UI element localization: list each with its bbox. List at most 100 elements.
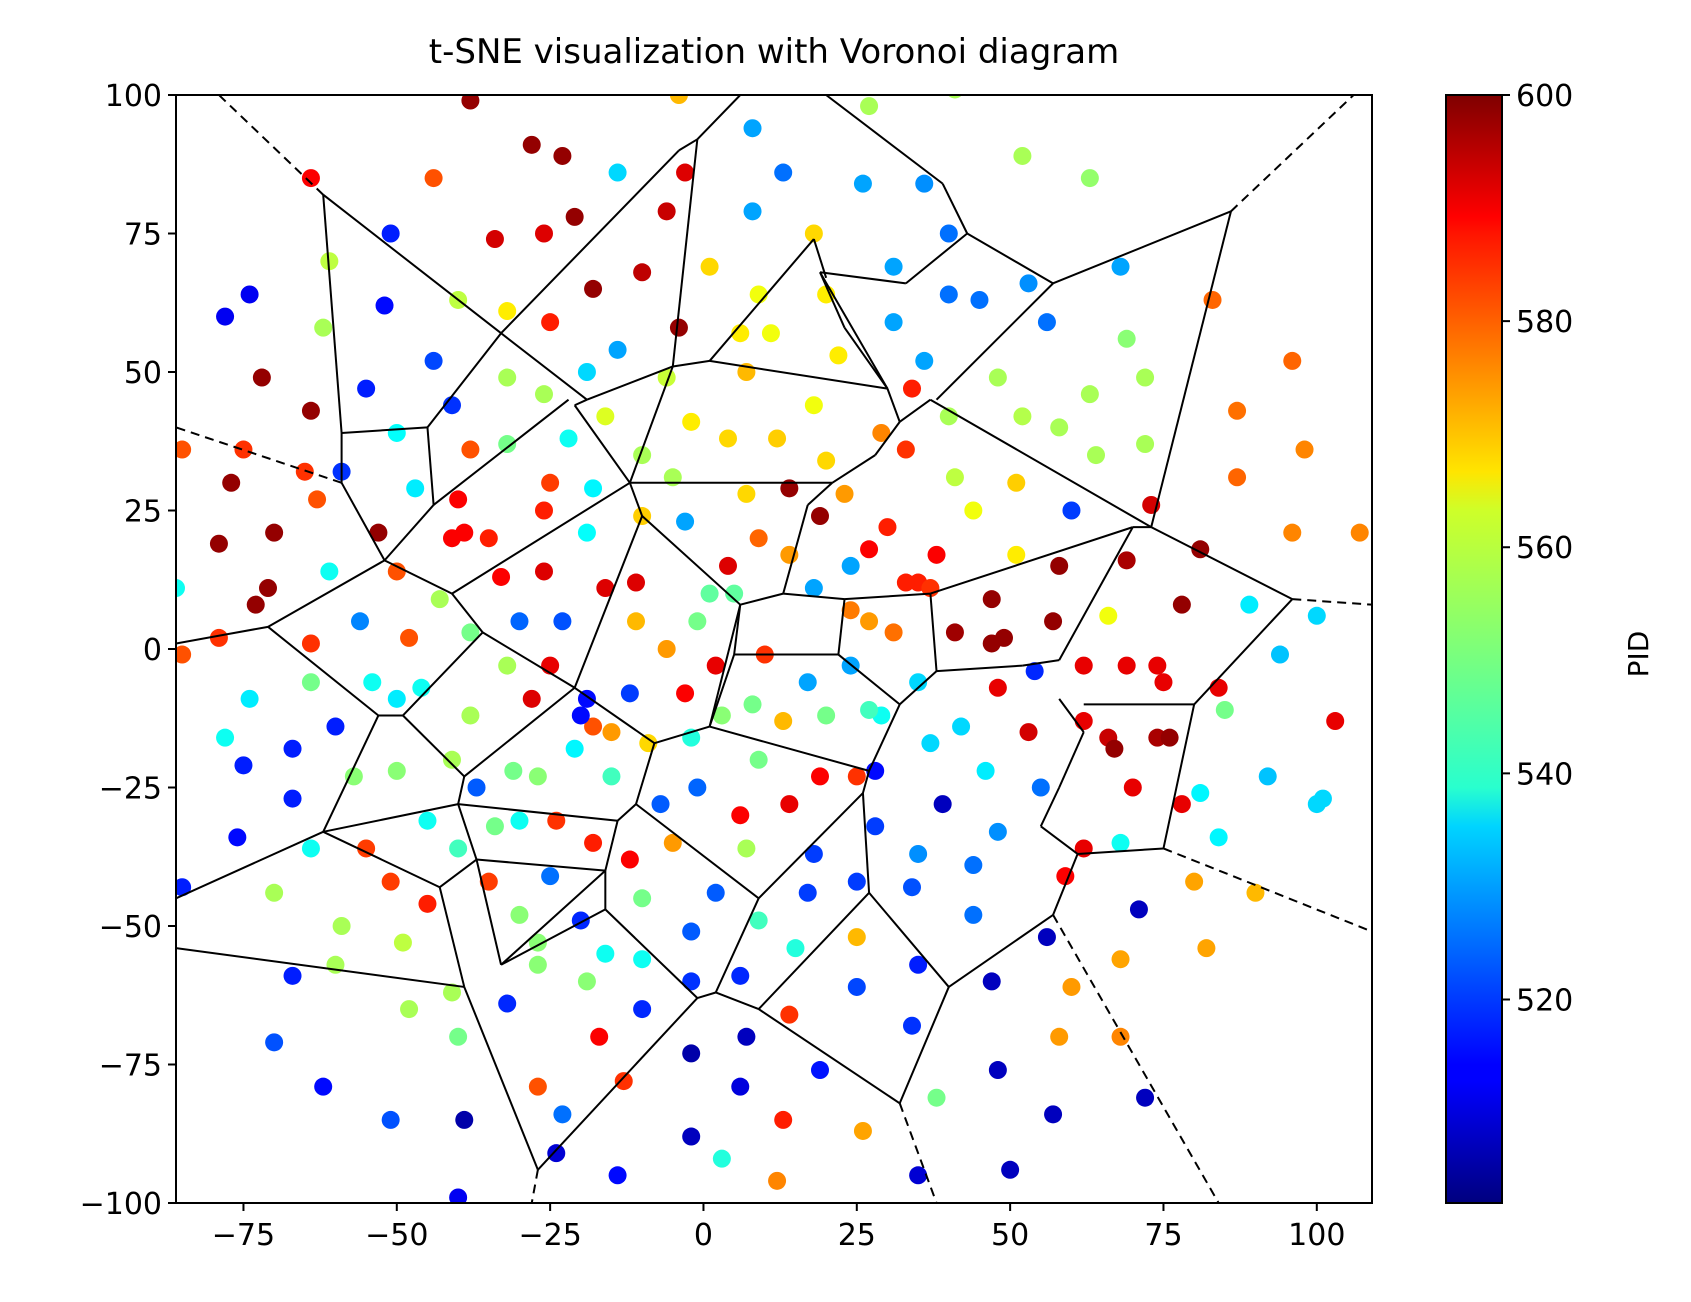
voronoi-edge bbox=[861, 770, 871, 794]
data-point bbox=[590, 1027, 609, 1046]
data-point bbox=[1031, 778, 1050, 797]
data-point bbox=[301, 169, 320, 188]
data-point bbox=[896, 573, 915, 592]
data-point bbox=[669, 318, 688, 337]
data-point bbox=[811, 507, 829, 526]
voronoi-edge bbox=[929, 593, 938, 672]
voronoi-edge bbox=[831, 454, 876, 484]
data-point bbox=[982, 972, 1001, 991]
data-point bbox=[896, 440, 915, 459]
voronoi-edge bbox=[322, 803, 459, 833]
data-point bbox=[1191, 784, 1210, 803]
colorbar-tick-label: 520 bbox=[1516, 983, 1573, 1018]
voronoi-edge bbox=[383, 504, 435, 562]
data-point bbox=[903, 1016, 921, 1035]
data-point bbox=[455, 523, 474, 542]
voronoi-edge bbox=[1040, 825, 1079, 855]
voronoi-edge bbox=[1022, 659, 1060, 667]
data-point bbox=[884, 623, 903, 642]
data-point bbox=[749, 529, 768, 548]
data-point bbox=[1136, 368, 1155, 387]
data-point bbox=[988, 678, 1007, 697]
data-point bbox=[657, 640, 676, 658]
data-point bbox=[774, 1110, 793, 1129]
data-point bbox=[811, 1061, 829, 1080]
data-point bbox=[620, 850, 639, 869]
data-point bbox=[774, 712, 793, 731]
data-point bbox=[449, 1188, 468, 1203]
voronoi-edge bbox=[628, 366, 674, 484]
colorbar-gradient bbox=[1445, 94, 1503, 1204]
data-point bbox=[988, 368, 1007, 387]
voronoi-edge bbox=[941, 183, 969, 234]
voronoi-edge bbox=[708, 604, 742, 727]
data-point bbox=[547, 811, 566, 830]
data-point bbox=[326, 717, 345, 736]
data-point bbox=[669, 95, 688, 104]
data-point bbox=[443, 750, 461, 769]
data-point bbox=[774, 163, 793, 182]
data-point bbox=[1111, 833, 1130, 852]
voronoi-edge bbox=[782, 504, 809, 594]
data-point bbox=[725, 584, 744, 603]
voronoi-edge bbox=[500, 908, 606, 966]
data-point bbox=[939, 285, 958, 304]
data-point bbox=[811, 767, 829, 786]
data-point bbox=[841, 556, 860, 575]
voronoi-edge bbox=[1039, 787, 1061, 827]
data-point bbox=[510, 905, 529, 924]
data-point bbox=[976, 761, 995, 780]
data-point bbox=[265, 1033, 284, 1052]
data-point bbox=[1148, 656, 1167, 675]
voronoi-edge bbox=[837, 653, 901, 706]
data-point bbox=[216, 728, 235, 747]
data-point bbox=[921, 734, 940, 753]
data-point bbox=[663, 833, 682, 852]
x-tick-label: −50 bbox=[365, 1218, 428, 1253]
data-point bbox=[712, 1149, 731, 1168]
plot-frame bbox=[175, 94, 1373, 1204]
data-point bbox=[492, 567, 511, 586]
data-point bbox=[780, 479, 799, 498]
data-point bbox=[1136, 435, 1155, 454]
data-point bbox=[443, 983, 461, 1002]
voronoi-edge bbox=[635, 803, 760, 900]
data-point bbox=[565, 207, 584, 226]
data-point bbox=[853, 1121, 872, 1140]
voronoi-edge bbox=[1058, 731, 1085, 788]
colorbar: 520 540 560 580 600 PID bbox=[1445, 79, 1655, 1204]
data-point bbox=[780, 795, 799, 814]
voronoi-edge bbox=[322, 194, 343, 434]
voronoi-edge bbox=[819, 271, 846, 329]
voronoi-edge bbox=[708, 654, 736, 727]
x-tick-label: 50 bbox=[991, 1218, 1029, 1253]
voronoi-edge bbox=[457, 776, 466, 805]
data-point bbox=[614, 1072, 633, 1091]
data-point bbox=[676, 512, 695, 531]
voronoi-edge bbox=[905, 232, 968, 285]
data-point bbox=[608, 163, 627, 182]
voronoi-edge bbox=[457, 803, 478, 860]
data-point bbox=[1001, 1160, 1020, 1179]
data-point bbox=[387, 423, 406, 442]
y-tick-label: −75 bbox=[99, 1049, 162, 1084]
data-point bbox=[455, 1110, 474, 1129]
data-point bbox=[301, 401, 320, 420]
data-point bbox=[320, 562, 339, 581]
data-point bbox=[577, 972, 596, 991]
data-point bbox=[449, 839, 468, 858]
data-point bbox=[535, 562, 553, 581]
data-point bbox=[872, 423, 891, 442]
data-point bbox=[449, 1027, 468, 1046]
data-point bbox=[584, 279, 603, 298]
data-point bbox=[1283, 351, 1302, 370]
voronoi-edge bbox=[1058, 526, 1134, 661]
voronoi-ridge-infinite bbox=[1052, 914, 1220, 1203]
data-point bbox=[222, 473, 241, 492]
data-point bbox=[381, 1110, 400, 1129]
data-point bbox=[541, 313, 560, 332]
data-point bbox=[528, 767, 547, 786]
data-point bbox=[731, 1077, 750, 1096]
data-point bbox=[1160, 728, 1179, 747]
